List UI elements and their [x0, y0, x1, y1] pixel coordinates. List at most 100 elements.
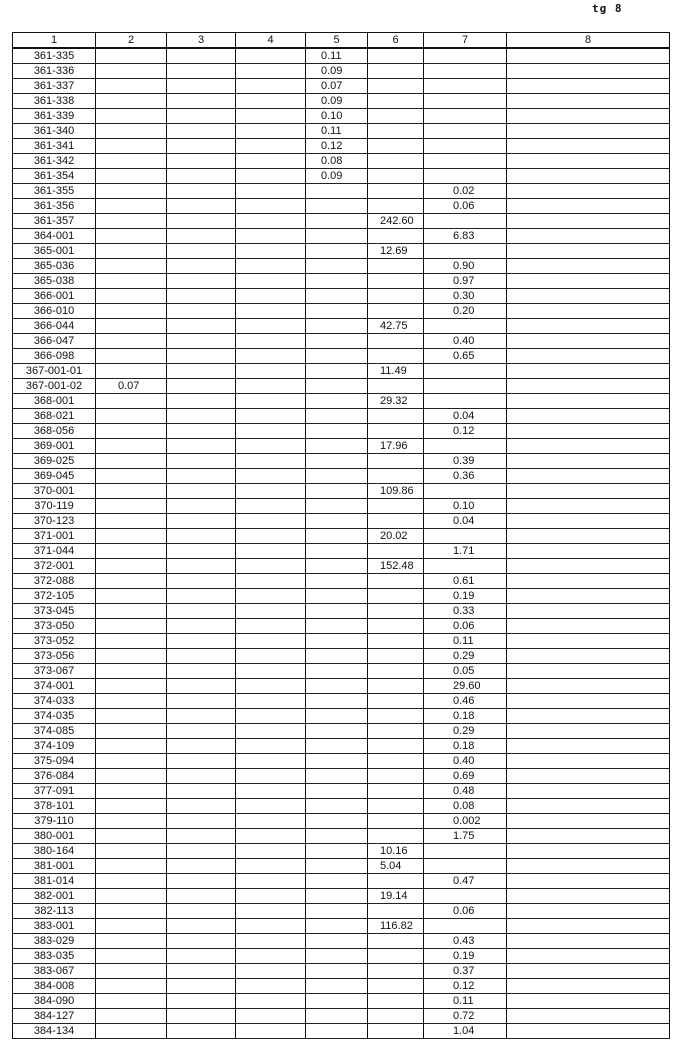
cell-col-8 — [506, 558, 670, 574]
cell-col-3 — [166, 888, 236, 904]
cell-col-4 — [235, 423, 306, 439]
row-id-cell: 368-056 — [12, 423, 96, 439]
cell-col-5: 0.08 — [305, 153, 368, 169]
cell-col-4 — [235, 438, 306, 454]
cell-col-3 — [166, 588, 236, 604]
cell-col-5 — [305, 468, 368, 484]
cell-col-3 — [166, 78, 236, 94]
cell-col-4 — [235, 738, 306, 754]
cell-col-7: 0.19 — [423, 588, 507, 604]
cell-col-3 — [166, 303, 236, 319]
cell-col-7: 0.12 — [423, 978, 507, 994]
row-id-cell: 369-045 — [12, 468, 96, 484]
cell-col-2 — [95, 258, 167, 274]
table-row: 361-335 0.11 — [12, 47, 670, 64]
table-row: 383-067 0.37 — [12, 963, 670, 979]
row-id-cell: 373-067 — [12, 663, 96, 679]
cell-col-3 — [166, 453, 236, 469]
cell-col-2 — [95, 333, 167, 349]
cell-col-6 — [367, 63, 424, 79]
row-id-cell: 374-109 — [12, 738, 96, 754]
cell-col-6 — [367, 288, 424, 304]
cell-col-5: 0.11 — [305, 123, 368, 139]
cell-col-3 — [166, 603, 236, 619]
cell-col-4 — [235, 618, 306, 634]
cell-col-8 — [506, 1023, 670, 1039]
cell-col-8 — [506, 528, 670, 544]
table-body: 361-335 0.11 361-336 0.09 361-337 0.07 361-338… — [12, 47, 670, 1039]
cell-col-5 — [305, 438, 368, 454]
cell-col-4 — [235, 303, 306, 319]
cell-col-7 — [423, 63, 507, 79]
cell-col-8 — [506, 78, 670, 94]
cell-col-7: 0.40 — [423, 753, 507, 769]
row-id-cell: 382-001 — [12, 888, 96, 904]
column-header-4: 4 — [235, 32, 306, 49]
cell-col-7: 0.20 — [423, 303, 507, 319]
cell-col-3 — [166, 348, 236, 364]
cell-col-4 — [235, 363, 306, 379]
cell-col-8 — [506, 813, 670, 829]
cell-col-2 — [95, 273, 167, 289]
cell-col-8 — [506, 978, 670, 994]
cell-col-3 — [166, 573, 236, 589]
cell-col-8 — [506, 273, 670, 289]
cell-col-6: 10.16 — [367, 843, 424, 859]
cell-col-7 — [423, 168, 507, 184]
table-row: 374-109 0.18 — [12, 738, 670, 754]
cell-col-5 — [305, 183, 368, 199]
table-row: 381-014 0.47 — [12, 873, 670, 889]
table-row: 361-357 242.60 — [12, 213, 670, 229]
column-header-7: 7 — [423, 32, 507, 49]
table-row: 384-134 1.04 — [12, 1023, 670, 1039]
cell-col-7 — [423, 918, 507, 934]
row-id-cell: 366-047 — [12, 333, 96, 349]
cell-col-5 — [305, 378, 368, 394]
cell-col-2 — [95, 228, 167, 244]
cell-col-3 — [166, 948, 236, 964]
row-id-cell: 374-035 — [12, 708, 96, 724]
cell-col-6: 17.96 — [367, 438, 424, 454]
cell-col-8 — [506, 963, 670, 979]
cell-col-3 — [166, 558, 236, 574]
row-id-cell: 374-033 — [12, 693, 96, 709]
cell-col-4 — [235, 888, 306, 904]
cell-col-3 — [166, 498, 236, 514]
cell-col-8 — [506, 93, 670, 109]
cell-col-8 — [506, 498, 670, 514]
table-row: 361-336 0.09 — [12, 63, 670, 79]
cell-col-3 — [166, 768, 236, 784]
cell-col-8 — [506, 423, 670, 439]
cell-col-6: 116.82 — [367, 918, 424, 934]
cell-col-2 — [95, 723, 167, 739]
table-row: 361-354 0.09 — [12, 168, 670, 184]
cell-col-4 — [235, 1023, 306, 1039]
cell-col-4 — [235, 753, 306, 769]
cell-col-7: 0.37 — [423, 963, 507, 979]
cell-col-7: 0.05 — [423, 663, 507, 679]
cell-col-4 — [235, 333, 306, 349]
cell-col-4 — [235, 543, 306, 559]
table-row: 375-094 0.40 — [12, 753, 670, 769]
table-row: 361-356 0.06 — [12, 198, 670, 214]
cell-col-6 — [367, 468, 424, 484]
data-table: 1 2 3 4 5 6 7 8 361-335 0.11 361-336 0.09 36… — [12, 32, 670, 1039]
row-id-cell: 367-001-01 — [12, 363, 96, 379]
cell-col-3 — [166, 258, 236, 274]
cell-col-5 — [305, 813, 368, 829]
cell-col-8 — [506, 633, 670, 649]
cell-col-5: 0.11 — [305, 47, 368, 64]
cell-col-2 — [95, 873, 167, 889]
cell-col-7: 1.04 — [423, 1023, 507, 1039]
row-id-cell: 370-001 — [12, 483, 96, 499]
cell-col-8 — [506, 648, 670, 664]
cell-col-3 — [166, 1023, 236, 1039]
cell-col-2 — [95, 123, 167, 139]
cell-col-4 — [235, 513, 306, 529]
table-row: 367-001-01 11.49 — [12, 363, 670, 379]
cell-col-2 — [95, 393, 167, 409]
cell-col-7: 0.29 — [423, 648, 507, 664]
cell-col-2 — [95, 963, 167, 979]
table-row: 380-164 10.16 — [12, 843, 670, 859]
cell-col-5 — [305, 243, 368, 259]
